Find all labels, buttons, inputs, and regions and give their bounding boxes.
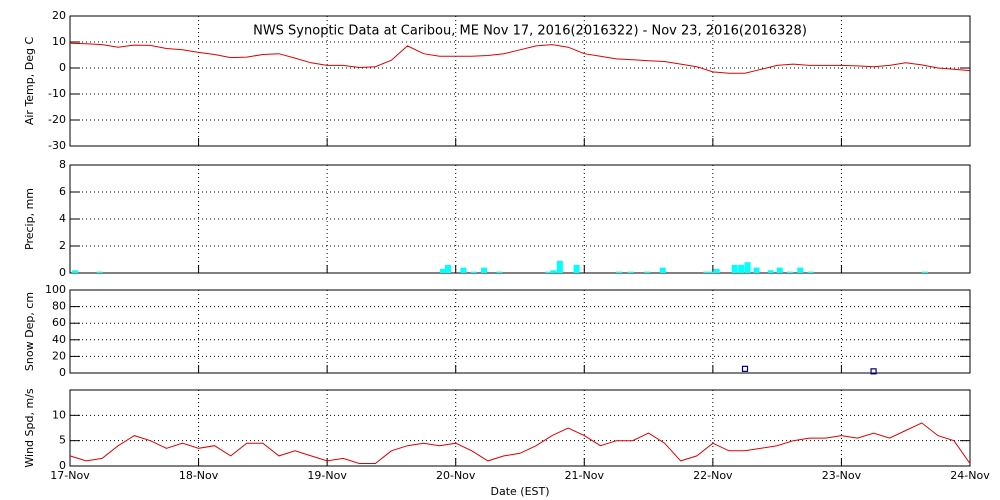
y-tick-label: 10	[52, 408, 66, 421]
y-tick-label: 40	[52, 333, 66, 346]
bar	[708, 271, 715, 273]
bar	[713, 268, 720, 273]
bar	[807, 271, 814, 273]
y-tick-label: -20	[48, 113, 66, 126]
bar	[445, 264, 451, 273]
bar	[545, 271, 552, 273]
y-tick-label: 20	[52, 9, 66, 22]
plot-frame	[69, 289, 971, 374]
x-tick-label: 21-Nov	[565, 469, 605, 482]
y-tick-label: 0	[59, 366, 66, 379]
x-tick-label: 20-Nov	[436, 469, 476, 482]
bar	[787, 271, 793, 273]
x-tick-label: 19-Nov	[307, 469, 347, 482]
y-tick-label: 6	[59, 185, 66, 198]
y-tick-label: -10	[48, 87, 66, 100]
bar	[797, 267, 804, 273]
bar	[922, 271, 928, 273]
data-line	[69, 42, 971, 74]
bar	[96, 271, 103, 273]
x-tick-label: 24-Nov	[950, 469, 990, 482]
y-axis-label: Snow Dep, cm	[23, 292, 36, 371]
y-tick-label: 60	[52, 316, 66, 329]
x-tick-label: 18-Nov	[179, 469, 219, 482]
bar	[481, 267, 487, 273]
bar	[744, 262, 751, 273]
point	[870, 368, 877, 375]
bar	[767, 270, 774, 273]
bar	[496, 271, 503, 273]
y-tick-label: 0	[59, 266, 66, 279]
bar	[644, 271, 651, 273]
bar	[460, 267, 467, 273]
y-tick-label: 0	[59, 459, 66, 472]
x-tick-label: 17-Nov	[50, 469, 90, 482]
bar	[439, 268, 446, 273]
bar	[627, 271, 634, 273]
bar	[703, 271, 710, 273]
y-tick-label: 80	[52, 300, 66, 313]
data-line	[69, 422, 971, 464]
chart-title: NWS Synoptic Data at Caribou, ME Nov 17,…	[253, 24, 807, 39]
plot-frame	[69, 389, 971, 467]
x-axis-label: Date (EST)	[490, 485, 549, 498]
x-tick-label: 22-Nov	[693, 469, 733, 482]
bar	[753, 267, 760, 273]
point	[741, 365, 749, 372]
y-axis-label: Air Temp, Deg C	[23, 37, 36, 126]
y-tick-label: 100	[45, 283, 66, 296]
y-tick-label: 2	[59, 239, 66, 252]
bar	[556, 260, 563, 273]
y-tick-label: 0	[59, 61, 66, 74]
y-tick-label: 8	[59, 158, 66, 171]
y-tick-label: 10	[52, 35, 66, 48]
bar	[470, 271, 477, 273]
bar	[72, 270, 79, 273]
bar	[573, 264, 580, 273]
bar	[731, 264, 738, 273]
bar	[550, 270, 557, 273]
x-tick-label: 23-Nov	[822, 469, 862, 482]
plot-frame	[69, 15, 971, 147]
y-axis-label: Wind Spd, m/s	[23, 388, 36, 468]
bar	[776, 267, 783, 273]
y-axis-label: Precip, mm	[23, 188, 36, 250]
y-tick-label: 20	[52, 349, 66, 362]
bar	[738, 264, 745, 273]
y-tick-label: -30	[48, 139, 66, 152]
bar	[659, 267, 666, 273]
y-tick-label: 4	[59, 212, 66, 225]
bar	[616, 271, 622, 273]
y-tick-label: 5	[59, 434, 66, 447]
